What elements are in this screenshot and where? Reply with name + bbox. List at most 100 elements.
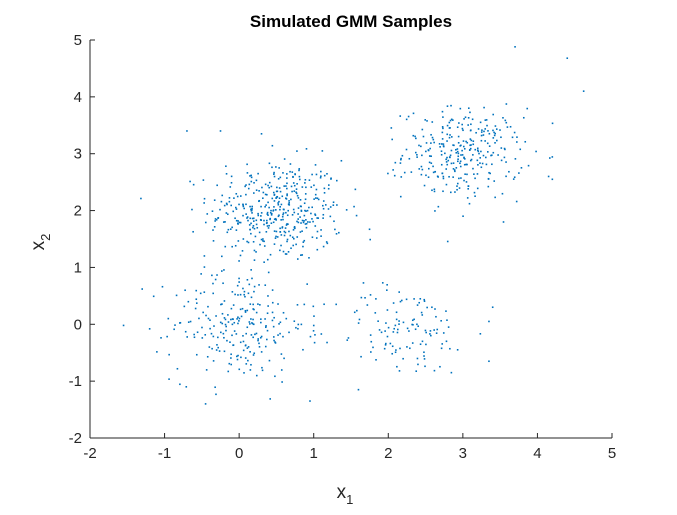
data-point <box>441 343 444 345</box>
data-point <box>330 178 332 180</box>
data-point <box>447 326 450 328</box>
data-point <box>223 300 226 302</box>
data-point <box>459 165 462 168</box>
data-point <box>286 182 288 185</box>
data-point <box>287 223 289 225</box>
data-point <box>386 335 389 338</box>
data-point <box>250 296 253 299</box>
data-point <box>375 298 377 300</box>
data-point <box>249 303 252 305</box>
data-point <box>238 317 241 320</box>
data-point <box>433 188 436 191</box>
data-point <box>461 154 464 156</box>
data-point <box>322 217 324 219</box>
data-point <box>505 175 507 178</box>
data-point <box>460 177 462 179</box>
y-tick-label: 5 <box>74 32 82 49</box>
data-point <box>440 150 443 153</box>
data-point <box>254 235 257 238</box>
data-point <box>433 141 435 144</box>
data-point <box>290 198 292 201</box>
data-point <box>195 353 198 356</box>
data-point <box>292 229 295 231</box>
data-point <box>476 173 479 175</box>
data-point <box>304 182 306 184</box>
data-point <box>473 191 476 194</box>
data-point <box>271 311 274 314</box>
data-point <box>405 148 408 151</box>
data-point <box>168 353 170 356</box>
data-point <box>295 188 298 190</box>
data-point <box>293 237 295 240</box>
data-point <box>285 317 288 320</box>
data-point <box>454 191 456 193</box>
data-point <box>411 323 413 326</box>
data-point <box>486 124 488 127</box>
data-point <box>253 192 255 194</box>
data-point <box>437 176 439 178</box>
data-point <box>328 184 330 186</box>
data-point <box>416 357 419 360</box>
data-point <box>340 159 343 162</box>
data-point <box>195 289 198 292</box>
data-point <box>458 187 461 189</box>
data-point <box>235 208 238 210</box>
data-point <box>478 152 480 155</box>
data-point <box>456 188 458 191</box>
data-point <box>226 231 229 234</box>
data-point <box>265 326 267 329</box>
data-point <box>296 150 298 152</box>
x-tick-label: -2 <box>83 445 96 462</box>
data-point <box>268 359 271 362</box>
data-point <box>306 283 308 285</box>
data-point <box>516 136 518 138</box>
data-point <box>270 212 273 215</box>
data-point <box>263 240 265 243</box>
data-point <box>398 320 400 322</box>
data-point <box>469 159 472 162</box>
data-point <box>232 210 235 213</box>
data-point <box>248 224 251 226</box>
data-point <box>436 328 439 331</box>
data-point <box>452 176 454 178</box>
data-point <box>211 210 214 213</box>
data-point <box>485 163 488 166</box>
data-point <box>513 131 516 134</box>
data-point <box>297 221 300 224</box>
data-point <box>448 136 451 139</box>
data-point <box>502 117 504 119</box>
data-point <box>289 234 292 237</box>
data-point <box>411 319 414 322</box>
data-point <box>445 183 448 186</box>
data-point <box>467 185 470 187</box>
data-point <box>274 342 277 344</box>
data-point <box>469 111 471 114</box>
data-point <box>442 177 445 180</box>
data-point <box>242 205 245 208</box>
data-point <box>488 320 490 323</box>
data-point <box>383 347 386 350</box>
data-point <box>323 192 326 194</box>
data-point <box>391 138 393 141</box>
data-point <box>470 129 472 132</box>
data-point <box>299 199 302 201</box>
data-point <box>323 303 325 306</box>
data-point <box>423 358 426 360</box>
data-point <box>270 222 273 225</box>
data-point <box>322 245 325 248</box>
data-point <box>433 369 436 372</box>
data-point <box>492 137 495 139</box>
data-point <box>334 228 336 231</box>
data-point <box>189 320 192 323</box>
data-point <box>360 355 362 358</box>
data-point <box>205 369 208 371</box>
x-axis-label: x1 <box>337 482 354 507</box>
data-point <box>249 175 251 177</box>
data-point <box>221 255 223 258</box>
data-point <box>298 175 301 178</box>
data-point <box>446 133 449 136</box>
data-point <box>199 292 202 295</box>
data-point <box>228 200 231 203</box>
data-point <box>472 140 475 142</box>
data-point <box>242 349 245 352</box>
